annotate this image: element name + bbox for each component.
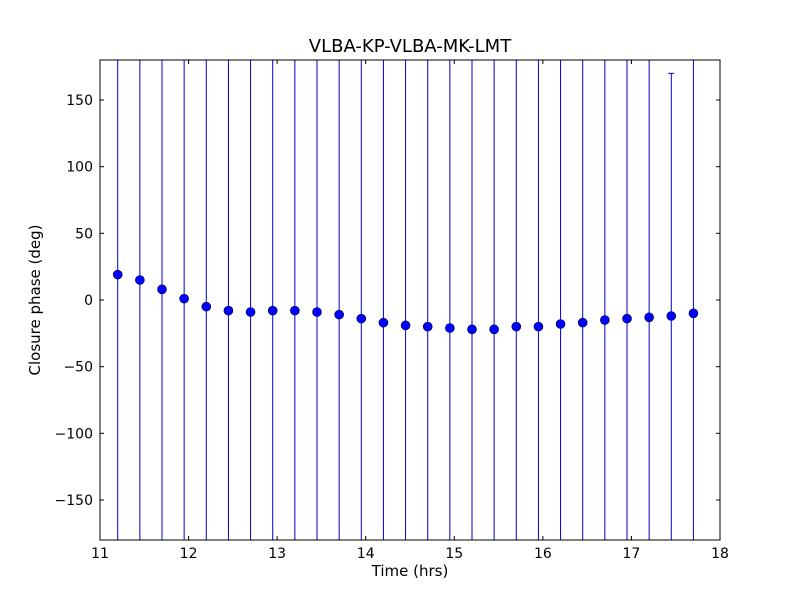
data-point — [267, 305, 278, 316]
data-point — [422, 321, 433, 332]
data-point — [157, 284, 167, 295]
data-point — [577, 317, 588, 328]
x-tick-label: 15 — [445, 546, 463, 562]
data-point — [334, 309, 344, 320]
x-axis-ticks: 11 12 13 14 15 16 17 18 — [91, 60, 729, 562]
data-point — [533, 321, 544, 332]
data-point — [179, 293, 189, 304]
y-tick-label: 150 — [66, 93, 93, 109]
data-point — [555, 319, 566, 329]
y-tick-label: −150 — [55, 493, 93, 509]
x-tick-label: 17 — [623, 546, 641, 562]
data-point — [666, 311, 677, 321]
data-point — [622, 313, 632, 324]
data-point — [600, 315, 610, 325]
data-point — [201, 301, 212, 312]
data-point — [644, 312, 654, 323]
x-axis-label: Time (hrs) — [371, 562, 449, 580]
y-tick-label: 100 — [66, 160, 93, 176]
data-point — [112, 269, 123, 280]
data-point — [489, 324, 499, 335]
error-bars — [117, 60, 694, 540]
data-point — [688, 308, 699, 319]
data-point — [511, 321, 522, 332]
data-point — [400, 320, 411, 331]
y-axis-label: Closure phase (deg) — [26, 225, 44, 376]
y-tick-label: −100 — [55, 426, 93, 442]
data-point — [378, 317, 389, 328]
y-tick-label: 50 — [75, 226, 93, 242]
x-tick-label: 16 — [534, 546, 552, 562]
data-point — [290, 305, 300, 316]
y-axis-ticks: −150 −100 −50 0 50 100 150 — [55, 93, 720, 509]
data-point — [356, 313, 367, 324]
data-point — [312, 307, 322, 317]
x-tick-label: 18 — [711, 546, 729, 562]
x-tick-label: 12 — [180, 546, 198, 562]
data-points — [112, 269, 699, 335]
x-tick-label: 13 — [268, 546, 286, 562]
data-point — [223, 305, 234, 316]
y-tick-label: −50 — [63, 360, 93, 376]
x-tick-label: 11 — [91, 546, 109, 562]
chart-title: VLBA-KP-VLBA-MK-LMT — [309, 36, 512, 57]
data-point — [445, 323, 455, 333]
data-point — [245, 307, 256, 317]
y-tick-label: 0 — [84, 293, 93, 309]
data-point — [135, 275, 145, 285]
x-tick-label: 14 — [357, 546, 375, 562]
data-point — [467, 324, 477, 335]
